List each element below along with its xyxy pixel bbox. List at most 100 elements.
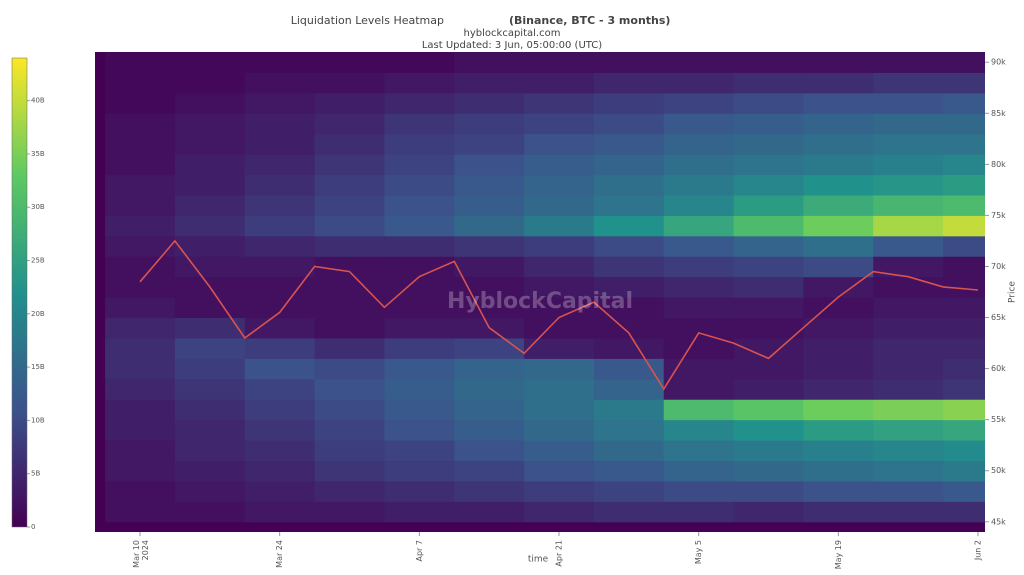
heat-cell <box>593 378 665 400</box>
heat-cell <box>593 235 665 257</box>
y-tick-label: 90k <box>991 58 1006 67</box>
heat-cell <box>454 276 525 298</box>
heat-cell <box>384 297 455 319</box>
heat-cell <box>733 399 804 421</box>
heat-cell <box>105 337 176 359</box>
heat-cell <box>105 399 176 421</box>
heat-cell <box>384 460 455 482</box>
heat-cell <box>593 133 665 155</box>
heat-cell <box>314 235 385 257</box>
heat-cell <box>593 194 665 216</box>
heat-cell <box>733 358 804 380</box>
heat-cell <box>593 276 665 298</box>
y-tick-label: 85k <box>991 109 1006 118</box>
heat-cell <box>454 52 525 73</box>
heat-cell <box>873 399 944 421</box>
heat-cell <box>105 276 176 298</box>
colorbar-tick-label: 25B <box>31 257 45 265</box>
heat-cell <box>105 133 176 155</box>
heat-cell <box>105 480 176 502</box>
heat-cell <box>873 501 944 523</box>
heat-cell <box>454 256 525 278</box>
heat-cell <box>943 297 985 319</box>
heat-cell <box>314 297 385 319</box>
heat-cell <box>244 317 316 339</box>
x-tick-label: May 5 <box>694 540 703 564</box>
heat-cell <box>454 154 525 176</box>
heat-cell <box>105 419 176 441</box>
heat-cell <box>384 113 455 135</box>
heat-cell <box>873 174 944 196</box>
heat-cell <box>314 337 385 359</box>
heat-cell <box>733 480 804 502</box>
heat-cell <box>174 419 246 441</box>
heat-cell <box>105 194 176 216</box>
heat-cell <box>663 480 735 502</box>
heat-cell <box>384 174 455 196</box>
heat-cell <box>105 378 176 400</box>
heat-cell <box>384 133 455 155</box>
heat-cell <box>174 501 246 523</box>
heat-cell <box>524 317 595 339</box>
heat-cell <box>174 235 246 257</box>
heat-cell <box>873 235 944 257</box>
heat-cell <box>873 358 944 380</box>
heat-cell <box>454 174 525 196</box>
heat-cell <box>524 174 595 196</box>
heat-cell <box>384 72 455 94</box>
y-tick-label: 70k <box>991 262 1006 271</box>
heat-cell <box>943 194 985 216</box>
y-axis-label: Price <box>1008 281 1018 303</box>
heat-cell <box>314 154 385 176</box>
heat-cell <box>524 501 595 523</box>
heat-cell <box>174 358 246 380</box>
heat-cell <box>663 174 735 196</box>
colorbar-tick-label: 35B <box>31 150 45 158</box>
heat-cell <box>524 297 595 319</box>
heat-cell <box>663 358 735 380</box>
heat-cell <box>244 174 316 196</box>
heat-cell <box>943 256 985 278</box>
heat-cell <box>593 154 665 176</box>
heat-cell <box>873 154 944 176</box>
heat-cell <box>733 194 804 216</box>
heat-cell <box>663 154 735 176</box>
heat-cell <box>943 480 985 502</box>
heat-cell <box>314 256 385 278</box>
heat-cell <box>593 399 665 421</box>
heat-cell <box>803 419 874 441</box>
heat-cell <box>943 113 985 135</box>
heat-cell <box>873 297 944 319</box>
heat-cell <box>384 399 455 421</box>
heat-cell <box>384 235 455 257</box>
heat-cell <box>524 440 595 462</box>
y-tick-label: 55k <box>991 415 1006 424</box>
heat-cell <box>524 460 595 482</box>
heat-cell <box>454 501 525 523</box>
heat-cell <box>384 256 455 278</box>
heatmap <box>105 52 985 523</box>
y-tick-label: 80k <box>991 160 1006 169</box>
heat-cell <box>244 215 316 237</box>
heat-cell <box>593 297 665 319</box>
heat-cell <box>384 276 455 298</box>
heat-cell <box>873 419 944 441</box>
heat-cell <box>733 256 804 278</box>
colorbar-tick-label: 10B <box>31 416 45 424</box>
heat-cell <box>593 419 665 441</box>
heat-cell <box>244 72 316 94</box>
heat-cell <box>314 440 385 462</box>
heat-cell <box>663 399 735 421</box>
colorbar-tick-label: 40B <box>31 97 45 105</box>
heat-cell <box>384 337 455 359</box>
heat-cell <box>384 480 455 502</box>
heat-cell <box>454 480 525 502</box>
heat-cell <box>244 133 316 155</box>
heat-cell <box>454 297 525 319</box>
heat-cell <box>803 440 874 462</box>
heat-cell <box>593 92 665 114</box>
heat-cell <box>593 256 665 278</box>
heat-cell <box>943 419 985 441</box>
heat-cell <box>454 440 525 462</box>
heat-cell <box>174 92 246 114</box>
